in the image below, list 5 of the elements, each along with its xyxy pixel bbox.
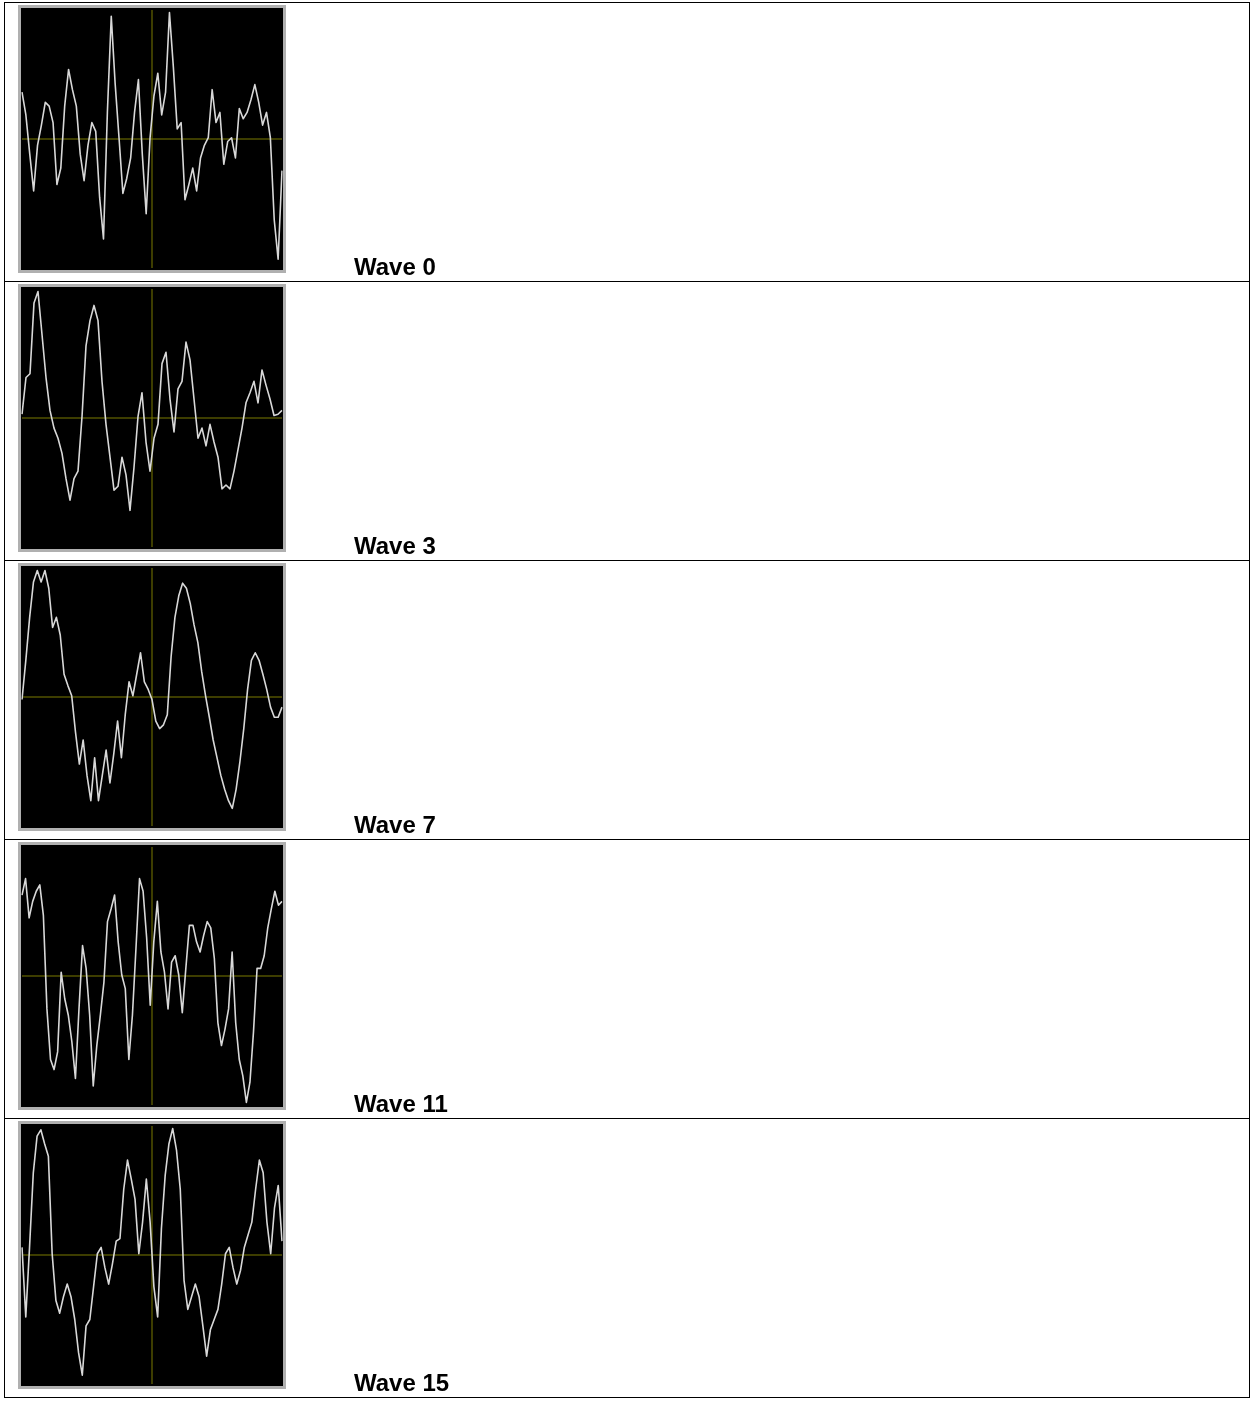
text: Wave 0 xyxy=(354,253,436,280)
text: Wave 7 xyxy=(354,811,436,838)
text: Wave 11 xyxy=(354,1090,448,1117)
text: Wave 3 xyxy=(354,532,436,559)
text: Wave 15 xyxy=(354,1369,450,1396)
